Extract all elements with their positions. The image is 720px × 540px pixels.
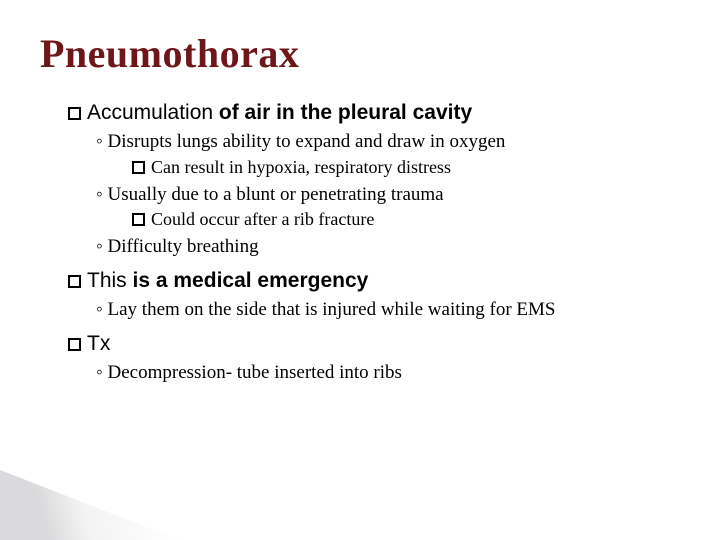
slide-title: Pneumothorax: [40, 30, 680, 77]
square-bullet-icon: [132, 161, 145, 174]
bullet-1-sub-1-sub-1: Can result in hypoxia, respiratory distr…: [132, 156, 680, 179]
square-bullet-icon: [68, 338, 81, 351]
bullet-1-sub-2: Usually due to a blunt or penetrating tr…: [96, 183, 680, 207]
bullet-1: Accumulation of air in the pleural cavit…: [68, 99, 680, 126]
bullet-2-sub-1: Lay them on the side that is injured whi…: [96, 298, 680, 322]
square-bullet-icon: [68, 275, 81, 288]
corner-decoration: [0, 470, 180, 540]
bullet-1-sub-3: Difficulty breathing: [96, 235, 680, 259]
bullet-2-lead: This: [87, 269, 127, 292]
slide: Pneumothorax Accumulation of air in the …: [0, 0, 720, 540]
bullet-1-sub-1-sub-1-text: Can result in hypoxia, respiratory distr…: [151, 157, 451, 177]
bullet-3-lead: Tx: [87, 332, 110, 355]
bullet-1-rest: of air in the pleural cavity: [213, 101, 472, 124]
bullet-1-sub-2-sub-1-text: Could occur after a rib fracture: [151, 209, 374, 229]
bullet-3: Tx: [68, 330, 680, 357]
bullet-3-sub-1: Decompression- tube inserted into ribs: [96, 361, 680, 385]
square-bullet-icon: [132, 213, 145, 226]
square-bullet-icon: [68, 107, 81, 120]
bullet-1-sub-1: Disrupts lungs ability to expand and dra…: [96, 130, 680, 154]
bullet-2: This is a medical emergency: [68, 267, 680, 294]
bullet-1-sub-2-sub-1: Could occur after a rib fracture: [132, 208, 680, 231]
bullet-2-rest: is a medical emergency: [127, 269, 369, 292]
bullet-1-lead: Accumulation: [87, 101, 213, 124]
